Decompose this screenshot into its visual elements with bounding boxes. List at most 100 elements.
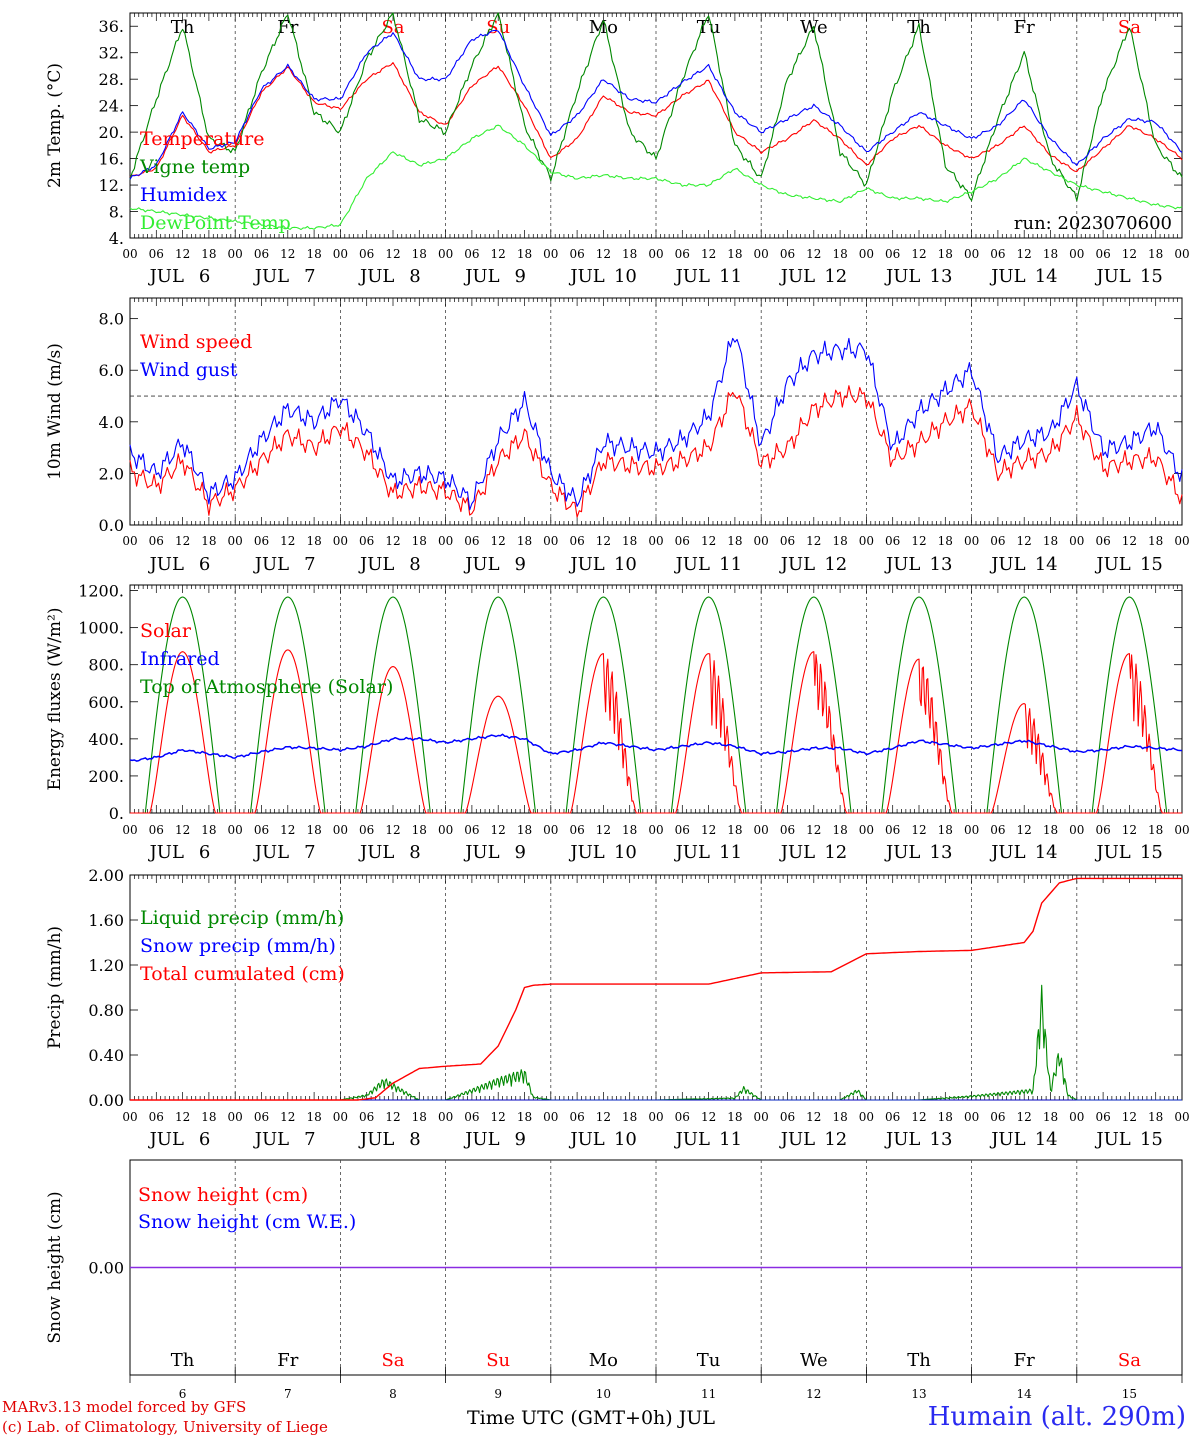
hour-tick-label: 18 [1148,823,1163,837]
energy-ylabel: Energy fluxes (W/m²) [45,608,65,791]
hour-tick-label: 06 [675,534,690,548]
hour-tick-label: 18 [938,823,953,837]
day-date-label: 6 [199,842,210,863]
month-label: JUL [463,266,499,287]
hour-tick-label: 18 [622,534,637,548]
hour-tick-label: 18 [727,534,742,548]
hour-tick-label: 18 [938,1110,953,1124]
hour-tick-label: 06 [780,534,795,548]
legend-energy-solar: Solar [140,620,192,642]
hour-tick-label: 18 [517,534,532,548]
hour-tick-label: 12 [491,534,506,548]
month-label: JUL [779,842,815,863]
day-abbr-bottom: Fr [1014,1350,1035,1371]
hour-tick-label: 06 [149,534,164,548]
day-date-label: 6 [199,1129,210,1150]
day-date-bottom: 9 [494,1387,502,1401]
y-tick-label: 4. [109,229,124,248]
hour-tick-label: 18 [412,534,427,548]
hour-tick-label: 06 [885,534,900,548]
hour-tick-label: 12 [1122,534,1137,548]
series-infrared-line [129,733,1182,762]
series-solar-line [130,649,1182,814]
month-label: JUL [148,842,184,863]
month-label: JUL [884,842,920,863]
hour-tick-label: 12 [596,823,611,837]
hour-tick-label: 06 [885,823,900,837]
hour-tick-label: 12 [1122,1110,1137,1124]
month-label: JUL [148,266,184,287]
month-label: JUL [674,842,710,863]
hour-tick-label: 00 [543,823,558,837]
day-abbr-top: Tu [697,17,721,38]
month-label: JUL [779,554,815,575]
hour-tick-label: 06 [254,534,269,548]
wind-ylabel: 10m Wind (m/s) [45,343,65,480]
hour-tick-label: 18 [517,823,532,837]
day-date-label: 15 [1140,554,1163,575]
hour-tick-label: 18 [938,534,953,548]
day-date-label: 7 [304,554,315,575]
hour-tick-label: 00 [543,534,558,548]
day-abbr-bottom: Th [907,1350,931,1371]
hour-tick-label: 00 [964,823,979,837]
y-tick-label: 1200. [78,582,124,601]
hour-tick-label: 00 [228,1110,243,1124]
hour-tick-label: 12 [911,534,926,548]
day-abbr-bottom: We [800,1350,828,1371]
y-tick-label: 16. [99,150,124,169]
series-vigne-line [129,12,1183,202]
day-date-label: 15 [1140,266,1163,287]
series-wind-1-line [129,337,1183,511]
hour-tick-label: 06 [885,1110,900,1124]
hour-tick-label: 06 [359,534,374,548]
x-axis-label: Time UTC (GMT+0h) JUL [467,1407,715,1429]
series-dewpoint-line [129,124,1183,231]
day-date-label: 12 [824,842,847,863]
hour-tick-label: 00 [122,247,137,261]
month-label: JUL [253,554,289,575]
hour-tick-label: 18 [201,534,216,548]
day-date-label: 13 [930,554,953,575]
hour-tick-label: 12 [175,247,190,261]
day-date-bottom: 8 [389,1387,397,1401]
day-date-bottom: 6 [179,1387,187,1401]
hour-tick-label: 06 [675,823,690,837]
day-abbr-bottom: Sa [381,1350,404,1371]
hour-tick-label: 06 [464,1110,479,1124]
day-abbr-top: Sa [381,17,404,38]
hour-tick-label: 00 [648,823,663,837]
day-abbr-bottom: Sa [1118,1350,1141,1371]
y-tick-label: 1.20 [88,956,124,975]
day-abbr-top: Mo [589,17,618,38]
y-tick-label: 8.0 [99,310,124,329]
hour-tick-label: 00 [1174,823,1189,837]
hour-tick-label: 00 [122,1110,137,1124]
legend-precip-snow: Snow precip (mm/h) [140,935,336,957]
hour-tick-label: 12 [596,1110,611,1124]
hour-tick-label: 00 [859,247,874,261]
hour-tick-label: 12 [596,534,611,548]
hour-tick-label: 00 [964,247,979,261]
series-cumulated-line [130,877,1182,1101]
hour-tick-label: 18 [306,534,321,548]
hour-tick-label: 12 [491,823,506,837]
hour-tick-label: 00 [859,1110,874,1124]
y-tick-label: 2.00 [88,866,124,885]
hour-tick-label: 12 [911,247,926,261]
panel-1-frame [129,12,1183,239]
hour-tick-label: 18 [306,823,321,837]
hour-tick-label: 12 [701,1110,716,1124]
day-date-label: 13 [930,1129,953,1150]
month-label: JUL [1094,842,1130,863]
hour-tick-label: 12 [175,1110,190,1124]
day-date-label: 6 [199,266,210,287]
day-date-label: 10 [614,554,637,575]
series-wind-0-line [129,385,1183,518]
hour-tick-label: 00 [333,534,348,548]
legend-energy-infrared: Infrared [140,648,220,670]
hour-tick-label: 00 [1069,247,1084,261]
day-date-label: 9 [514,554,525,575]
hour-tick-label: 18 [412,823,427,837]
